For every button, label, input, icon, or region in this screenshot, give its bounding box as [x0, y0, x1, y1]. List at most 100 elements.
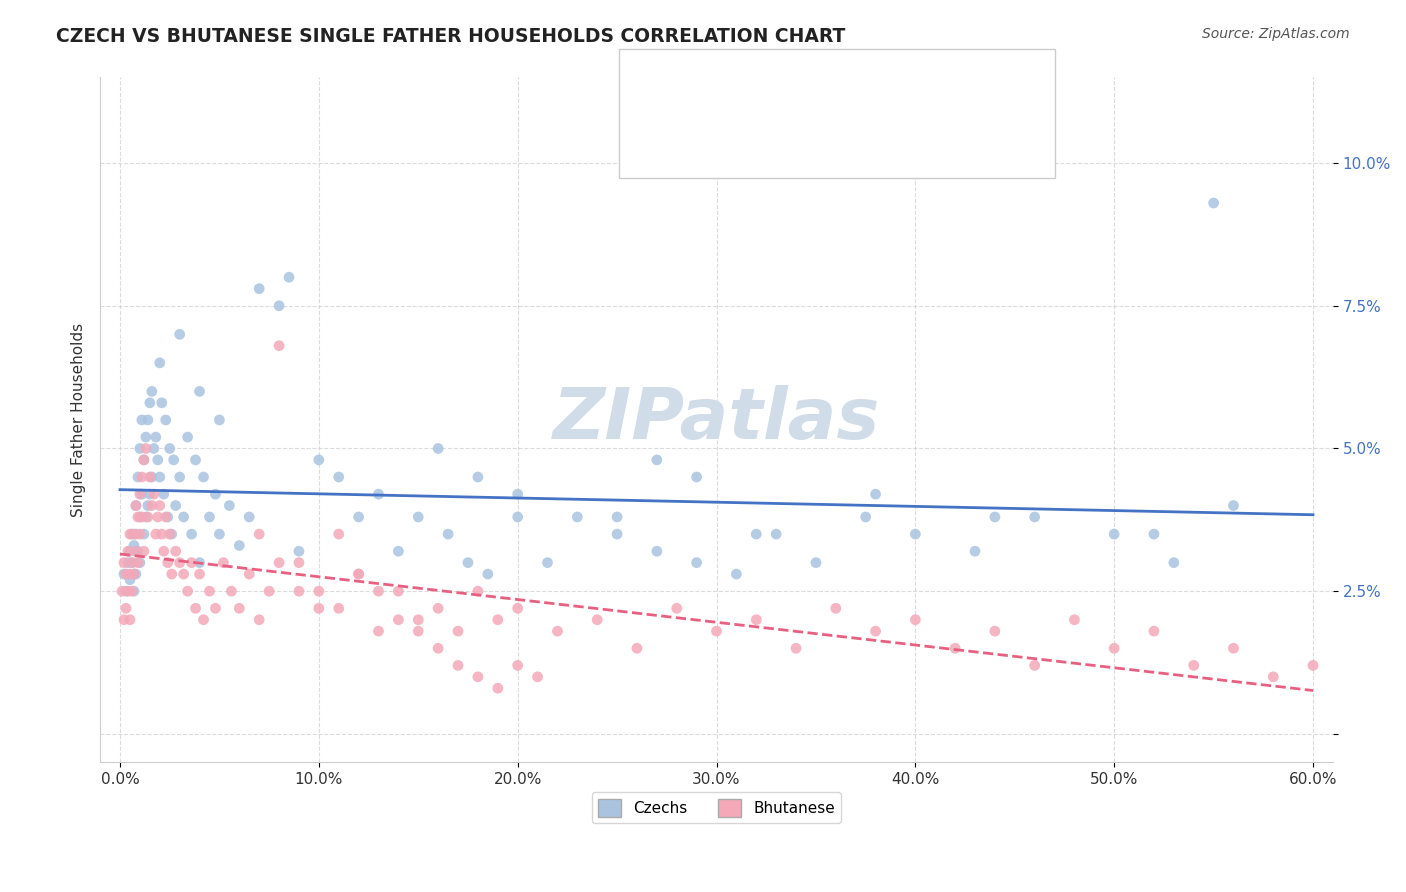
Point: [437, 527, 460, 541]
Point: [180, 556, 202, 570]
Point: [142, 487, 165, 501]
Point: [118, 527, 141, 541]
Point: [125, 499, 148, 513]
Point: [467, 670, 489, 684]
Point: [198, 510, 221, 524]
Point: [141, 499, 163, 513]
Point: [135, 442, 157, 456]
Point: [1024, 658, 1046, 673]
Point: [706, 624, 728, 639]
Point: [486, 681, 509, 696]
Point: [238, 567, 260, 582]
Point: [536, 556, 558, 570]
Point: [328, 601, 350, 615]
Point: [347, 567, 370, 582]
Point: [146, 453, 169, 467]
Point: [115, 584, 138, 599]
Point: [486, 613, 509, 627]
Point: [328, 527, 350, 541]
Point: [1163, 556, 1185, 570]
Point: [506, 487, 529, 501]
Point: [117, 556, 139, 570]
Point: [1143, 527, 1166, 541]
Point: [131, 510, 153, 524]
Point: [218, 499, 240, 513]
Point: [156, 556, 179, 570]
Point: [149, 470, 172, 484]
Point: [765, 527, 787, 541]
Point: [367, 487, 389, 501]
Point: [169, 470, 191, 484]
Point: [127, 470, 149, 484]
Point: [347, 567, 370, 582]
Point: [118, 573, 141, 587]
Point: [125, 499, 148, 513]
Legend: Czechs, Bhutanese: Czechs, Bhutanese: [592, 792, 841, 823]
Point: [267, 299, 290, 313]
Point: [150, 396, 173, 410]
Point: [121, 556, 143, 570]
Point: [112, 613, 135, 627]
Point: [169, 556, 191, 570]
Point: [117, 544, 139, 558]
Point: [567, 510, 589, 524]
Point: [645, 453, 668, 467]
Point: [188, 556, 211, 570]
Point: [427, 442, 450, 456]
Point: [155, 510, 177, 524]
Point: [546, 624, 568, 639]
Point: [180, 527, 202, 541]
Point: [184, 453, 207, 467]
Point: [131, 470, 153, 484]
Point: [725, 567, 748, 582]
Point: [506, 658, 529, 673]
Point: [159, 527, 181, 541]
Point: [163, 453, 186, 467]
Point: [665, 601, 688, 615]
Point: [278, 270, 301, 285]
Point: [152, 544, 174, 558]
Point: [247, 282, 270, 296]
Y-axis label: Single Father Households: Single Father Households: [72, 323, 86, 517]
Text: R = -0.087   N = 102: R = -0.087 N = 102: [673, 134, 873, 152]
Point: [427, 601, 450, 615]
Point: [152, 487, 174, 501]
Point: [165, 499, 187, 513]
Point: [1202, 196, 1225, 211]
Point: [1024, 510, 1046, 524]
Point: [160, 567, 183, 582]
Point: [228, 601, 250, 615]
Point: [127, 510, 149, 524]
Point: [347, 510, 370, 524]
Point: [238, 510, 260, 524]
Point: [308, 453, 330, 467]
Point: [984, 624, 1007, 639]
Point: [165, 544, 187, 558]
Point: [176, 584, 198, 599]
Point: [112, 556, 135, 570]
Point: [142, 442, 165, 456]
Point: [115, 567, 138, 582]
Point: [1102, 527, 1125, 541]
Point: [904, 527, 927, 541]
Point: [288, 556, 311, 570]
Point: [136, 413, 159, 427]
Point: [467, 584, 489, 599]
Point: [184, 601, 207, 615]
Point: [121, 527, 143, 541]
Point: [145, 527, 167, 541]
Point: [146, 510, 169, 524]
Point: [176, 430, 198, 444]
Point: [257, 584, 280, 599]
Point: [506, 601, 529, 615]
Point: [1263, 670, 1285, 684]
Point: [824, 601, 846, 615]
Point: [122, 527, 145, 541]
Point: [1182, 658, 1205, 673]
Point: [1222, 499, 1244, 513]
Text: CZECH VS BHUTANESE SINGLE FATHER HOUSEHOLDS CORRELATION CHART: CZECH VS BHUTANESE SINGLE FATHER HOUSEHO…: [56, 27, 845, 45]
Point: [288, 544, 311, 558]
Point: [645, 544, 668, 558]
Point: [156, 510, 179, 524]
Point: [685, 470, 707, 484]
